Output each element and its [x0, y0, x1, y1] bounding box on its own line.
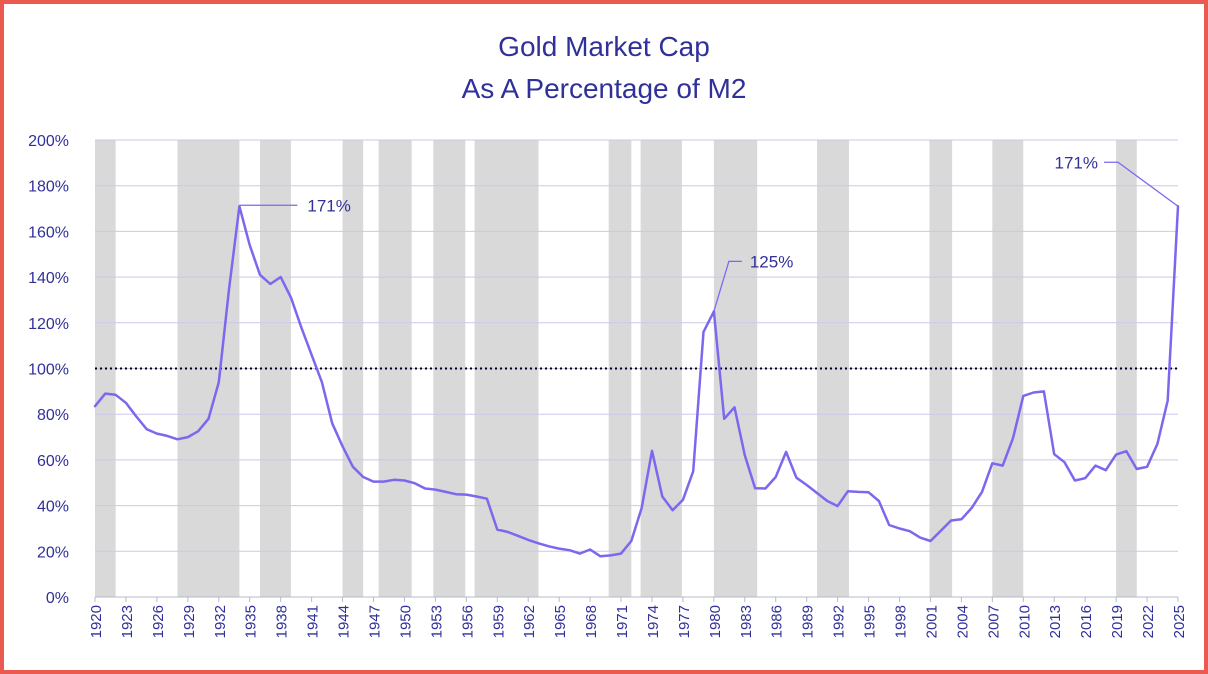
x-tick-label: 1971 — [614, 605, 631, 638]
x-tick-label: 1926 — [150, 605, 167, 638]
x-tick-label: 2001 — [923, 605, 940, 638]
y-axis-ticks: 0% 20% 40% 60% 80% 100% 120% 140% 160% 180% 200% — [28, 133, 69, 607]
chart-title: Gold Market Cap — [498, 31, 710, 62]
y-tick-label: 20% — [37, 544, 69, 561]
y-tick-label: 100% — [28, 362, 69, 379]
annotation-label-0: 171% — [307, 196, 350, 215]
y-tick-label: 120% — [28, 316, 69, 333]
y-tick-label: 140% — [28, 270, 69, 287]
x-tick-label: 1953 — [428, 605, 445, 638]
x-tick-label: 1989 — [800, 605, 817, 638]
x-tick-label: 2004 — [954, 605, 971, 638]
y-tick-label: 80% — [37, 407, 69, 424]
x-tick-label: 1962 — [521, 605, 538, 638]
y-tick-label: 180% — [28, 179, 69, 196]
x-tick-label: 1938 — [274, 605, 291, 638]
x-tick-label: 1956 — [459, 605, 476, 638]
x-tick-label: 2013 — [1047, 605, 1064, 638]
x-tick-label: 1947 — [366, 605, 383, 638]
x-tick-label: 2010 — [1016, 605, 1033, 638]
x-tick-label: 2016 — [1078, 605, 1095, 638]
x-tick-label: 1944 — [336, 605, 353, 638]
chart-title-block: Gold Market Cap As A Percentage of M2 — [0, 26, 1208, 110]
x-tick-label: 2025 — [1171, 605, 1188, 638]
x-tick-label: 1965 — [552, 605, 569, 638]
x-tick-label: 1995 — [862, 605, 879, 638]
annotation-leader-2 — [1104, 161, 1179, 207]
y-tick-label: 60% — [37, 453, 69, 470]
annotation-label-2: 171% — [1055, 153, 1098, 172]
chart-subtitle: As A Percentage of M2 — [461, 73, 747, 104]
x-tick-label: 2007 — [985, 605, 1002, 638]
x-tick-label: 1992 — [831, 605, 848, 638]
x-tick-label: 1998 — [893, 605, 910, 638]
x-tick-label: 2022 — [1140, 605, 1157, 638]
y-tick-label: 160% — [28, 224, 69, 241]
y-tick-label: 0% — [46, 590, 69, 607]
x-tick-label: 1941 — [305, 605, 322, 638]
y-tick-label: 200% — [28, 133, 69, 150]
x-tick-label: 1932 — [212, 605, 229, 638]
x-tick-label: 1929 — [181, 605, 198, 638]
series — [93, 205, 1180, 558]
x-tick-label: 1983 — [738, 605, 755, 638]
x-tick-label: 1986 — [769, 605, 786, 638]
x-tick-label: 1923 — [119, 605, 136, 638]
annotation-leader-1 — [713, 260, 742, 312]
x-tick-label: 2019 — [1109, 605, 1126, 638]
annotations: 171% 125% 171% — [239, 153, 1179, 312]
x-tick-label: 1974 — [645, 605, 662, 638]
series-line-0 — [93, 205, 1180, 558]
x-tick-label: 1935 — [243, 605, 260, 638]
x-tick-label: 1959 — [490, 605, 507, 638]
x-tick-label: 1920 — [88, 605, 105, 638]
x-tick-label: 1950 — [397, 605, 414, 638]
gridlines — [95, 139, 1178, 552]
x-tick-label: 1980 — [707, 605, 724, 638]
x-tick-label: 1977 — [676, 605, 693, 638]
y-tick-label: 40% — [37, 499, 69, 516]
annotation-label-1: 125% — [750, 252, 793, 271]
x-axis-ticks: 1920 1923 1926 1929 1932 1935 1938 1941 1944 1947… — [88, 597, 1188, 638]
x-tick-label: 1968 — [583, 605, 600, 638]
